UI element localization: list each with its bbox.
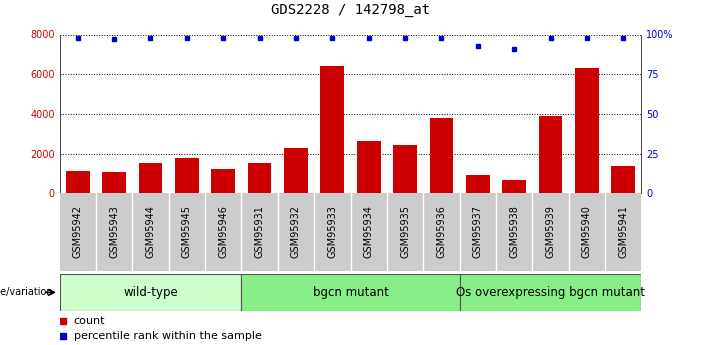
Bar <box>538 116 562 193</box>
Bar <box>247 164 271 193</box>
Text: GSM95933: GSM95933 <box>327 205 337 258</box>
Text: GSM95932: GSM95932 <box>291 205 301 258</box>
Text: genotype/variation: genotype/variation <box>0 287 56 297</box>
Bar <box>611 166 635 193</box>
Bar <box>284 148 308 193</box>
Bar <box>139 164 163 193</box>
Text: GSM95931: GSM95931 <box>254 205 264 258</box>
Bar <box>241 274 460 310</box>
Text: GSM95935: GSM95935 <box>400 205 410 258</box>
Text: GDS2228 / 142798_at: GDS2228 / 142798_at <box>271 3 430 18</box>
Text: GSM95934: GSM95934 <box>364 205 374 258</box>
Bar <box>320 66 344 193</box>
Text: GSM95942: GSM95942 <box>73 205 83 258</box>
Bar <box>460 274 641 310</box>
Text: wild-type: wild-type <box>123 286 178 299</box>
Bar <box>102 172 126 193</box>
Bar <box>575 68 599 193</box>
Text: GSM95937: GSM95937 <box>472 205 483 258</box>
Text: GSM95940: GSM95940 <box>582 205 592 258</box>
Text: count: count <box>74 316 105 326</box>
Text: Os overexpressing bgcn mutant: Os overexpressing bgcn mutant <box>456 286 645 299</box>
Text: bgcn mutant: bgcn mutant <box>313 286 388 299</box>
Bar <box>66 171 90 193</box>
Text: GSM95945: GSM95945 <box>182 205 192 258</box>
Text: GSM95939: GSM95939 <box>545 205 555 258</box>
Bar <box>60 274 241 310</box>
Bar <box>175 158 198 193</box>
Text: GSM95944: GSM95944 <box>146 205 156 258</box>
Bar <box>393 145 417 193</box>
Text: percentile rank within the sample: percentile rank within the sample <box>74 332 261 341</box>
Bar <box>212 169 235 193</box>
Bar <box>430 118 454 193</box>
Text: GSM95936: GSM95936 <box>437 205 447 258</box>
Text: GSM95938: GSM95938 <box>509 205 519 258</box>
Bar <box>503 180 526 193</box>
Text: GSM95943: GSM95943 <box>109 205 119 258</box>
Bar <box>466 175 489 193</box>
Bar <box>357 141 381 193</box>
Text: GSM95941: GSM95941 <box>618 205 628 258</box>
Text: GSM95946: GSM95946 <box>218 205 229 258</box>
